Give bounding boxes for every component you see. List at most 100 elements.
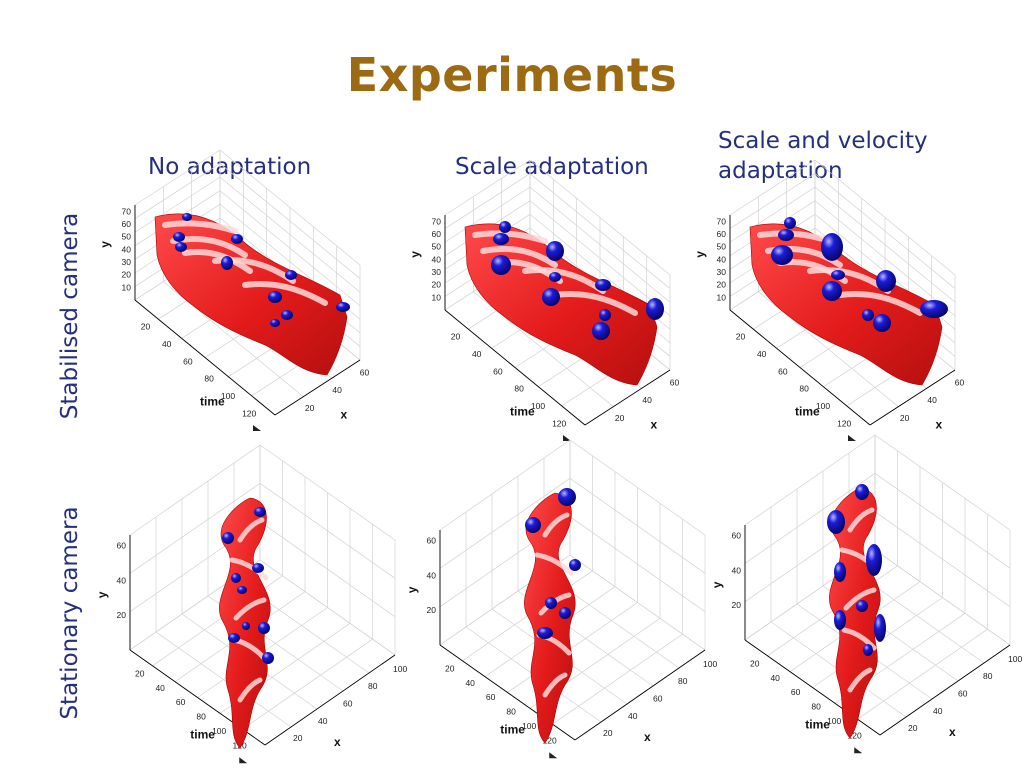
- time-tick-label: 40: [770, 673, 780, 683]
- x-axis-label: x: [651, 418, 658, 432]
- blue-ellipsoid: [258, 622, 270, 634]
- time-tick-label: 40: [162, 339, 172, 349]
- blue-ellipsoid: [285, 270, 297, 280]
- blue-ellipsoid: [525, 517, 541, 533]
- x-axis-label: x: [334, 735, 341, 749]
- row-label-stationary-camera: Stationary camera: [57, 506, 83, 720]
- x-tick-label: 40: [332, 385, 342, 395]
- plot-stationary-scale-velocity-adaptation: 20 40 60 20 40 60 80 100 120 20 40 60 80 100 y time x: [710, 434, 1022, 760]
- y-tick-label: 20: [427, 605, 437, 615]
- blue-ellipsoid: [491, 255, 511, 275]
- y-tick-label: 50: [122, 232, 132, 242]
- blue-ellipsoid: [281, 310, 293, 320]
- surface-highlight: [837, 290, 923, 316]
- y-axis-label: y: [95, 591, 109, 598]
- time-tick-label: 100: [531, 401, 545, 411]
- y-tick-label: 20: [717, 280, 727, 290]
- row-label-stabilised-camera: Stabilised camera: [57, 212, 83, 420]
- blue-ellipsoid: [862, 309, 874, 321]
- surface-highlight: [229, 557, 269, 581]
- blue-ellipsoid: [855, 484, 869, 500]
- time-tick-label: 120: [543, 735, 557, 745]
- blue-ellipsoid: [863, 644, 873, 656]
- blue-ellipsoid: [252, 563, 264, 573]
- time-axis-label: time: [510, 404, 535, 418]
- surface-highlight: [843, 587, 877, 611]
- time-tick-label: 100: [221, 391, 235, 401]
- time-tick-label: 60: [791, 687, 801, 697]
- y-tick-label: 60: [717, 229, 727, 239]
- blue-ellipsoid: [237, 586, 247, 594]
- blue-ellipsoid: [336, 302, 350, 312]
- time-tick-label: 20: [141, 321, 151, 331]
- time-tick-label: 60: [176, 697, 186, 707]
- y-axis-label: y: [693, 251, 707, 258]
- blue-ellipsoid: [542, 288, 560, 306]
- y-tick-label: 60: [432, 229, 442, 239]
- surface-highlight: [472, 230, 548, 244]
- y-axis-label: y: [710, 581, 724, 588]
- blue-ellipsoid: [866, 544, 882, 576]
- blue-ellipsoid: [221, 256, 233, 270]
- y-axis-label: y: [408, 251, 422, 258]
- surface-plot: 20 40 60 20 40 60 80 100 120 20 40 60 80 100 y time x: [710, 434, 1022, 754]
- blue-ellipsoid: [784, 217, 796, 229]
- x-tick-label: 20: [293, 733, 303, 743]
- surface-highlight: [542, 512, 570, 538]
- plot-stationary-scale-adaptation: 20 40 60 20 40 60 80 100 120 20 40 60 80 100 y time x: [405, 439, 717, 765]
- blue-ellipsoid: [876, 270, 896, 292]
- surface-highlight: [162, 220, 238, 234]
- time-tick-label: 60: [493, 366, 503, 376]
- blue-ellipsoid: [173, 232, 185, 242]
- x-tick-label: 60: [958, 689, 968, 699]
- time-tick-label: 80: [506, 707, 516, 717]
- surface-highlight: [841, 627, 877, 651]
- time-tick-label: 120: [552, 419, 566, 429]
- x-tick-label: 60: [360, 367, 370, 377]
- blue-ellipsoid: [559, 607, 571, 619]
- time-tick-label: 80: [811, 702, 821, 712]
- x-tick-label: 40: [628, 711, 638, 721]
- blue-ellipsoid: [827, 510, 845, 534]
- x-tick-label: 40: [933, 706, 943, 716]
- time-tick-label: 120: [848, 730, 862, 740]
- surface-highlight: [847, 667, 873, 693]
- blue-ellipsoid: [262, 652, 274, 664]
- blue-ellipsoid: [821, 233, 843, 261]
- blue-ellipsoid: [268, 291, 282, 303]
- x-tick-label: 80: [368, 681, 378, 691]
- y-tick-label: 70: [122, 206, 132, 216]
- surface-highlight: [534, 552, 574, 576]
- time-tick-label: 60: [183, 356, 193, 366]
- time-tick-label: 20: [451, 331, 461, 341]
- surface-plot: 20 40 60 20 40 60 80 100 120 20 40 60 80 100 y time x: [405, 439, 717, 759]
- surface-highlight: [542, 672, 568, 698]
- y-tick-label: 10: [122, 282, 132, 292]
- time-tick-label: 40: [465, 678, 475, 688]
- time-tick-label: 60: [486, 692, 496, 702]
- x-tick-label: 60: [670, 377, 680, 387]
- time-tick-label: 20: [736, 331, 746, 341]
- x-tick-label: 100: [393, 664, 407, 674]
- blue-ellipsoid: [493, 233, 509, 245]
- surface-plot: 10 20 30 40 50 60 70 20 40 60 80 100 120 20 40 60 y time x: [693, 159, 965, 441]
- blue-ellipsoid: [545, 597, 557, 609]
- blue-ellipsoid: [569, 559, 581, 571]
- time-tick-label: 120: [837, 419, 851, 429]
- column-label-scale-velocity-adaptation: Scale and velocity adaptation: [718, 128, 928, 184]
- x-tick-label: 60: [653, 694, 663, 704]
- x-tick-label: 40: [927, 395, 937, 405]
- blue-ellipsoid: [558, 488, 576, 506]
- x-tick-label: 20: [603, 728, 613, 738]
- x-axis-label: x: [644, 730, 651, 744]
- blue-ellipsoid: [499, 221, 511, 233]
- slide-title: Experiments: [346, 48, 678, 102]
- surface-highlight: [552, 290, 638, 316]
- blue-ellipsoid: [831, 270, 845, 280]
- y-tick-label: 70: [432, 216, 442, 226]
- blue-ellipsoid: [537, 627, 553, 639]
- y-tick-label: 20: [732, 600, 742, 610]
- x-tick-label: 80: [983, 671, 993, 681]
- x-axis-label: x: [341, 408, 348, 422]
- x-tick-label: 60: [343, 699, 353, 709]
